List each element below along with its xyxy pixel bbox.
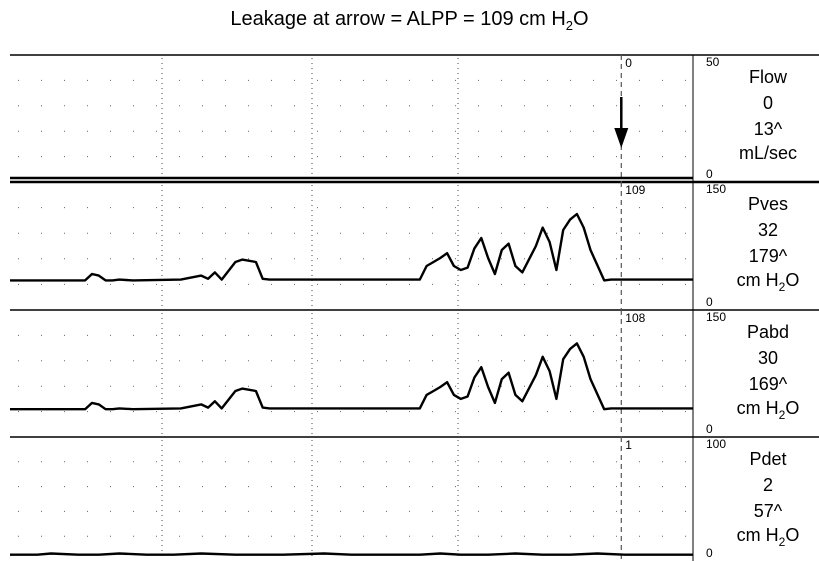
unit-suffix: O [785, 525, 799, 545]
scale-min-label: 0 [706, 546, 713, 560]
peak-value: 179^ [749, 246, 788, 266]
chart-title: Leakage at arrow = ALPP = 109 cm H2O [0, 8, 819, 33]
current-value: 30 [758, 348, 778, 368]
title-subscript: 2 [565, 18, 574, 33]
channel-name: Pabd [747, 322, 789, 342]
scale-min-label: 0 [706, 167, 713, 181]
event-value-label: 1 [625, 438, 632, 452]
current-value: 32 [758, 220, 778, 240]
scale-max-label: 150 [706, 182, 726, 196]
unit-label: cm H2O [737, 270, 800, 294]
channel-name: Pves [748, 194, 788, 214]
channel-name: Flow [749, 67, 788, 87]
pabd-trace [10, 342, 693, 411]
unit-label: cm H2O [737, 525, 800, 549]
peak-value: 169^ [749, 374, 788, 394]
scale-max-label: 150 [706, 310, 726, 324]
scale-min-label: 0 [706, 422, 713, 436]
unit-label: cm H2O [737, 398, 800, 422]
event-value-label: 109 [625, 183, 645, 197]
peak-value: 13^ [754, 119, 783, 139]
unit-text: mL/sec [739, 143, 797, 163]
panel-flow: 0 50 0 Flow 0 13^ mL/sec [10, 55, 797, 182]
unit-subscript: 2 [779, 535, 786, 549]
scale-max-label: 100 [706, 437, 726, 451]
current-value: 0 [763, 93, 773, 113]
scale-max-label: 50 [706, 55, 720, 69]
unit-label: mL/sec [739, 143, 797, 163]
title-text: Leakage at arrow = ALPP = 109 cm H [230, 8, 566, 30]
unit-suffix: O [785, 398, 799, 418]
unit-text: cm H [737, 270, 779, 290]
leakage-arrow [614, 97, 629, 148]
pves-trace [10, 212, 693, 282]
current-value: 2 [763, 475, 773, 495]
panel-pves: 109 150 0 Pves 32 179^ cm H2O [10, 182, 799, 310]
scale-min-label: 0 [706, 295, 713, 309]
unit-subscript: 2 [779, 408, 786, 422]
title-text-suffix: O [573, 8, 589, 30]
arrow-head [614, 128, 629, 148]
unit-suffix: O [785, 270, 799, 290]
peak-value: 57^ [754, 501, 783, 521]
unit-text: cm H [737, 525, 779, 545]
channel-name: Pdet [749, 449, 786, 469]
event-value-label: 108 [625, 311, 645, 325]
pdet-trace [10, 552, 693, 556]
unit-text: cm H [737, 398, 779, 418]
event-value-label: 0 [625, 56, 632, 70]
panel-pabd: 108 150 0 Pabd 30 169^ cm H2O [10, 310, 799, 437]
unit-subscript: 2 [779, 280, 786, 294]
